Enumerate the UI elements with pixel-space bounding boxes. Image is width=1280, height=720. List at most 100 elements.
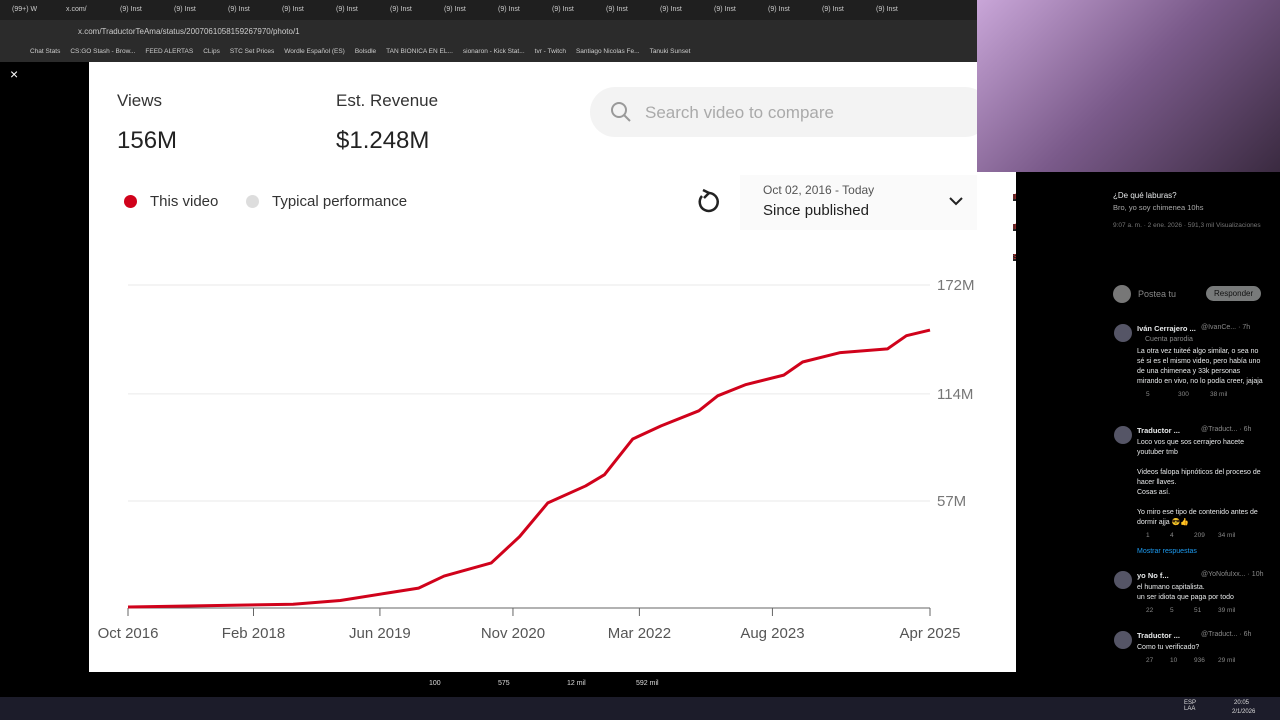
post-answer: Bro, yo soy chimenea 10hs <box>1113 203 1204 212</box>
reply-button: Responder <box>1206 286 1262 301</box>
avatar <box>1114 324 1132 342</box>
search-placeholder[interactable]: Search video to compare <box>645 103 834 122</box>
url[interactable]: x.com/TraductorTeAma/status/200706105815… <box>78 27 300 36</box>
reply-count: 38 mil <box>1210 391 1228 398</box>
reply-text: La otra vez tuiteé algo similar, o sea n… <box>1137 348 1263 385</box>
search-box[interactable] <box>590 87 990 137</box>
reply-count: 300 <box>1178 391 1189 398</box>
tab[interactable]: (9) Inst <box>336 6 358 13</box>
reply-name: Traductor ... <box>1137 426 1180 435</box>
views-value: 156M <box>117 127 178 154</box>
address-bar[interactable] <box>0 20 977 42</box>
show-replies: Mostrar respuestas <box>1137 548 1197 555</box>
views-label: Views <box>117 91 163 110</box>
reply-count: 10 <box>1170 657 1178 664</box>
x-tick-label: Mar 2022 <box>608 625 671 642</box>
reply-handle: @YoNofuIxx... · 10h <box>1201 571 1264 578</box>
bookmark[interactable]: CS:GO Stash - Brow... <box>70 48 136 55</box>
date-dropdown[interactable] <box>740 175 977 230</box>
tab[interactable]: (9) Inst <box>228 6 250 13</box>
legend-label: Typical performance <box>272 193 408 210</box>
post-question: ¿De qué laburas? <box>1113 191 1177 200</box>
reply-name: yo No f... <box>1137 571 1169 580</box>
reply-text: Como tu verificado? <box>1137 644 1200 651</box>
compose-placeholder: Postea tu <box>1138 289 1177 299</box>
reply-count: 22 <box>1146 607 1154 614</box>
chat-overlay: Ihoenaa16z5Ihoenaa16z3Saragas2 <box>977 172 1054 282</box>
y-tick-label: 114M <box>937 386 973 403</box>
tab[interactable]: (9) Inst <box>120 6 142 13</box>
x-tick-label: Jun 2019 <box>349 625 411 642</box>
action-count[interactable]: 100 <box>429 680 441 687</box>
reply-badge: Cuenta parodia <box>1145 336 1193 343</box>
reply-count: 936 <box>1194 657 1205 664</box>
x-tick-label: Oct 2016 <box>98 625 159 642</box>
x-tick-label: Feb 2018 <box>222 625 285 642</box>
date-selection[interactable]: Since published <box>763 202 869 219</box>
close-button[interactable]: × <box>10 66 19 82</box>
x-tick-label: Apr 2025 <box>900 625 961 642</box>
reply-count: 34 mil <box>1218 532 1236 539</box>
bookmark[interactable]: Santiago Nicolas Fe... <box>575 48 640 55</box>
search-icon <box>611 102 631 122</box>
y-tick-label: 57M <box>937 493 966 510</box>
reply-count: 27 <box>1146 657 1154 664</box>
date-range: Oct 02, 2016 - Today <box>763 183 875 197</box>
tab[interactable]: (99+) W <box>12 6 38 13</box>
reply-count: 1 <box>1146 532 1150 539</box>
reply-handle: @IvanCe... · 7h <box>1201 324 1251 331</box>
tab[interactable]: (9) Inst <box>444 6 466 13</box>
reply-count: 209 <box>1194 532 1205 539</box>
bookmark[interactable]: Wordle Español (ES) <box>284 48 345 55</box>
bookmark[interactable]: Tanuki Sunset <box>649 48 691 55</box>
revenue-value: $1.248M <box>336 127 430 154</box>
bookmark[interactable]: Bolsdle <box>354 48 377 55</box>
reply-text: Loco vos que sos cerrajero hacete youtub… <box>1137 439 1261 526</box>
tab[interactable]: (9) Inst <box>498 6 520 13</box>
bookmark[interactable]: FEED ALERTAS <box>145 48 194 55</box>
reply-text: el humano capitalista. un ser idiota que… <box>1137 584 1234 601</box>
bookmark[interactable]: CLips <box>203 48 220 55</box>
x-tick-label: Aug 2023 <box>740 625 804 642</box>
reply-count: 51 <box>1194 607 1202 614</box>
y-tick-label: 172M <box>937 277 975 294</box>
bookmark[interactable]: sionaron - Kick Stat... <box>462 48 525 55</box>
legend-label: This video <box>150 193 219 210</box>
taskbar <box>0 697 1280 720</box>
bookmark[interactable]: TAN BIONICA EN EL... <box>386 48 453 55</box>
analytics-panel <box>89 62 977 672</box>
language[interactable]: ESP LAA <box>1184 700 1196 712</box>
post-actions <box>0 672 1016 697</box>
tab-strip: (99+) W x.com/ (9) Inst (9) Inst (9) Inst (9)… <box>0 0 977 20</box>
tab[interactable]: (9) Inst <box>174 6 196 13</box>
clock-date: 2/1/2026 <box>1232 709 1256 715</box>
tab[interactable]: (9) Inst <box>282 6 304 13</box>
tab[interactable]: (9) Inst <box>660 6 682 13</box>
reply-count: 4 <box>1170 532 1174 539</box>
tab[interactable]: (9) Inst <box>390 6 412 13</box>
bookmark[interactable]: tvr - Twitch <box>534 48 566 55</box>
analytics-panel-edge <box>977 172 1016 672</box>
x-tick-label: Nov 2020 <box>481 625 545 642</box>
chevron[interactable] <box>948 196 964 208</box>
reset-icon[interactable] <box>694 188 722 216</box>
tab[interactable]: (9) Inst <box>552 6 574 13</box>
avatar <box>1114 631 1132 649</box>
action-count[interactable]: 592 mil <box>636 680 659 687</box>
tab[interactable]: (9) Inst <box>822 6 844 13</box>
action-count[interactable]: 12 mil <box>567 680 586 687</box>
chart: 57M 114M 172M Oct 2016 Feb 2018 Jun 2019 Nov 2… <box>98 277 975 642</box>
tab[interactable]: (9) Inst <box>768 6 790 13</box>
tab[interactable]: (9) Inst <box>606 6 628 13</box>
tab[interactable]: x.com/ <box>66 6 87 13</box>
data-line <box>127 328 931 609</box>
action-count[interactable]: 575 <box>498 680 510 687</box>
revenue-label: Est. Revenue <box>336 91 439 110</box>
tab[interactable]: (9) Inst <box>714 6 736 13</box>
bookmark[interactable]: Chat Stats <box>30 48 61 55</box>
reply-count: 5 <box>1170 607 1174 614</box>
webcam <box>977 0 1280 172</box>
bookmark[interactable]: STC Set Prices <box>229 48 275 55</box>
tab[interactable]: (9) Inst <box>876 6 898 13</box>
reply-handle: @Traduct... · 6h <box>1201 631 1252 638</box>
